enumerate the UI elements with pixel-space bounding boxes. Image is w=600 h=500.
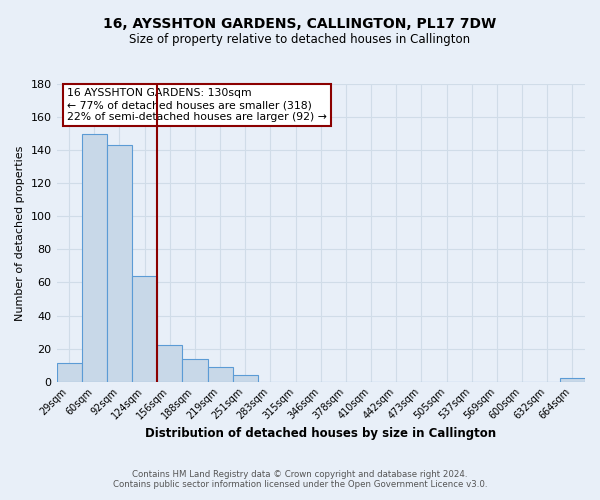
Bar [107, 145, 132, 382]
Bar [182, 358, 208, 382]
Bar [208, 367, 233, 382]
Bar [560, 378, 585, 382]
Bar [157, 346, 182, 382]
Bar [132, 276, 157, 382]
Bar [82, 134, 107, 382]
Bar [233, 375, 258, 382]
Text: Size of property relative to detached houses in Callington: Size of property relative to detached ho… [130, 32, 470, 46]
Text: Contains HM Land Registry data © Crown copyright and database right 2024.
Contai: Contains HM Land Registry data © Crown c… [113, 470, 487, 489]
Y-axis label: Number of detached properties: Number of detached properties [15, 145, 25, 320]
X-axis label: Distribution of detached houses by size in Callington: Distribution of detached houses by size … [145, 427, 496, 440]
Text: 16, AYSSHTON GARDENS, CALLINGTON, PL17 7DW: 16, AYSSHTON GARDENS, CALLINGTON, PL17 7… [103, 18, 497, 32]
Bar [56, 364, 82, 382]
Text: 16 AYSSHTON GARDENS: 130sqm
← 77% of detached houses are smaller (318)
22% of se: 16 AYSSHTON GARDENS: 130sqm ← 77% of det… [67, 88, 327, 122]
